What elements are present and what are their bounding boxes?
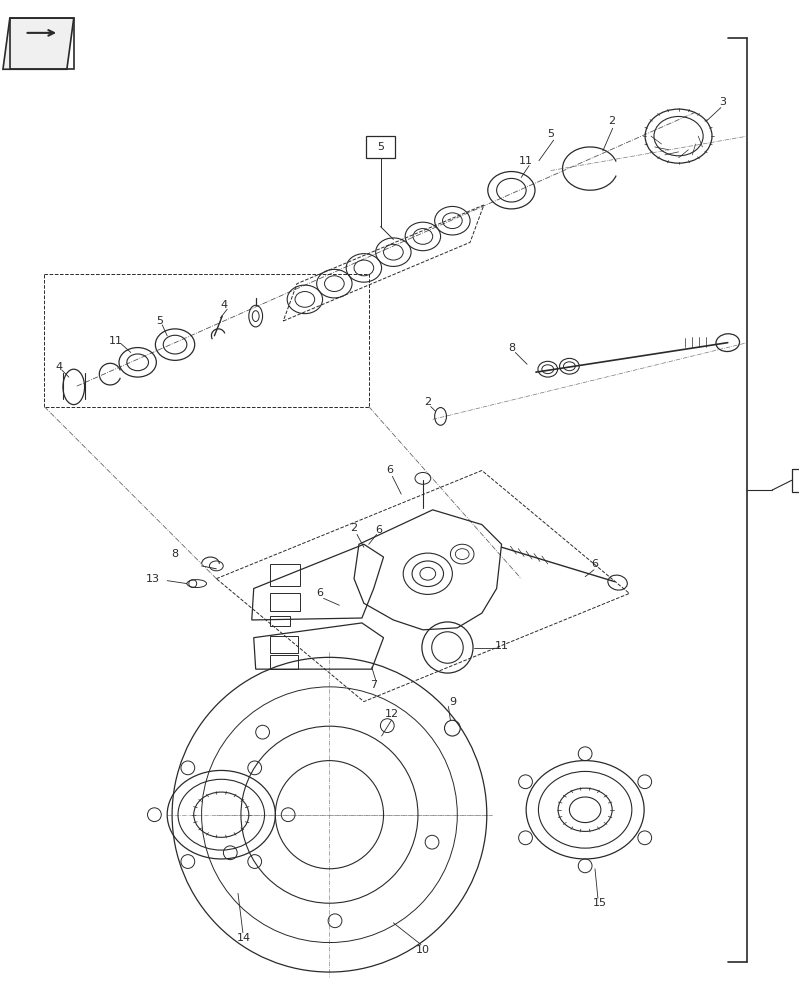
Text: 9: 9 xyxy=(448,697,456,707)
Bar xyxy=(270,564,299,586)
Polygon shape xyxy=(3,18,74,69)
Bar xyxy=(791,469,811,492)
Text: 2: 2 xyxy=(607,116,615,126)
Text: 12: 12 xyxy=(384,709,398,719)
Text: 6: 6 xyxy=(385,465,393,475)
Text: 6: 6 xyxy=(590,559,598,569)
Text: 10: 10 xyxy=(415,945,429,955)
Bar xyxy=(270,636,298,653)
Bar xyxy=(10,18,74,69)
Text: 4: 4 xyxy=(55,362,62,372)
Text: 13: 13 xyxy=(145,574,159,584)
Text: 11: 11 xyxy=(518,156,533,166)
Bar xyxy=(366,136,395,158)
Text: 3: 3 xyxy=(719,97,725,107)
Text: 7: 7 xyxy=(370,680,377,690)
Text: 5: 5 xyxy=(547,129,554,139)
Text: 14: 14 xyxy=(237,933,251,943)
Text: 1: 1 xyxy=(809,474,811,487)
Text: 6: 6 xyxy=(315,588,323,598)
Text: 5: 5 xyxy=(376,142,384,152)
Text: 15: 15 xyxy=(592,898,606,908)
Text: 5: 5 xyxy=(156,316,163,326)
Bar xyxy=(45,274,368,407)
Text: 11: 11 xyxy=(109,336,123,346)
Bar xyxy=(270,593,299,611)
Bar xyxy=(270,616,290,626)
Text: 4: 4 xyxy=(221,300,228,310)
Bar xyxy=(270,655,298,669)
Text: 2: 2 xyxy=(423,397,431,407)
Text: 8: 8 xyxy=(507,343,514,353)
Text: 8: 8 xyxy=(171,549,178,559)
Text: 2: 2 xyxy=(350,523,357,533)
Text: 6: 6 xyxy=(375,525,382,535)
Text: 11: 11 xyxy=(494,641,508,651)
